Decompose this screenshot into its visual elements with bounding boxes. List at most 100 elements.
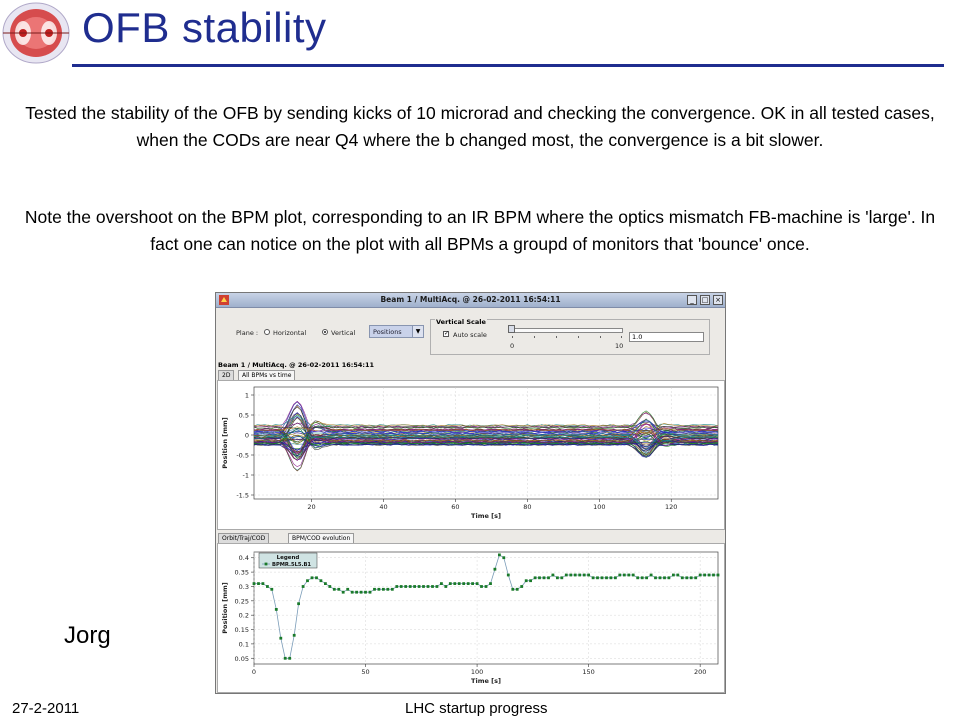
multiacq-window: Beam 1 / MultiAcq. @ 26-02-2011 16:54:11… — [215, 292, 726, 694]
bpm-trace — [254, 425, 718, 436]
bpm-trace — [254, 430, 718, 461]
data-point — [466, 582, 470, 585]
x-tick-label: 0 — [252, 668, 256, 676]
all-bpms-plot-panel: 1 0.5 0 -0.5 -1 -1.5 20 40 60 80 100 120 Time [s] Pos… — [217, 380, 725, 530]
data-point — [587, 573, 590, 577]
data-point — [547, 576, 550, 580]
data-point — [573, 573, 577, 577]
y-tick-label: -1.5 — [236, 492, 249, 500]
data-point — [542, 576, 546, 580]
tab-2d[interactable]: 2D — [218, 370, 235, 380]
data-point — [556, 576, 559, 580]
data-point — [645, 576, 648, 580]
data-point — [640, 576, 644, 580]
bpm-evolution-plot-panel: 0.4 0.35 0.3 0.25 0.2 0.15 0.1 0.05 0 50 100 150 200… — [217, 543, 725, 693]
scale-slider-thumb[interactable] — [508, 325, 515, 333]
data-point — [636, 576, 640, 580]
vertical-radio-label[interactable]: Vertical — [331, 329, 356, 337]
data-point — [364, 590, 367, 594]
data-point — [582, 573, 586, 577]
data-point — [489, 582, 492, 585]
data-point — [283, 656, 287, 660]
data-point — [395, 585, 399, 588]
x-axis-label: Time [s] — [471, 677, 501, 685]
x-tick-label: 80 — [523, 503, 531, 511]
data-point — [373, 587, 376, 591]
data-point — [444, 585, 448, 588]
data-point — [355, 590, 358, 594]
x-tick-label: 20 — [307, 503, 315, 511]
tab-bpm-cod-evolution[interactable]: BPM/COD evolution — [288, 533, 355, 543]
data-point — [578, 573, 582, 577]
all-bpms-chart: 1 0.5 0 -0.5 -1 -1.5 20 40 60 80 100 120 Time [s] Pos… — [221, 386, 719, 520]
data-point — [484, 585, 488, 588]
bpm-trace — [254, 437, 718, 472]
bpm-traces — [254, 400, 718, 472]
data-point — [569, 573, 573, 577]
chevron-down-icon[interactable]: ▼ — [412, 326, 423, 337]
data-point — [301, 585, 305, 588]
x-tick-label: 100 — [471, 668, 483, 676]
y-tick-label: 0.05 — [235, 655, 249, 663]
data-point — [529, 579, 532, 583]
footer-title: LHC startup progress — [405, 700, 548, 717]
window-title: Beam 1 / MultiAcq. @ 26-02-2011 16:54:11 — [380, 295, 561, 304]
horizontal-radio-label[interactable]: Horizontal — [273, 329, 307, 337]
data-point — [498, 553, 501, 557]
acquisition-subtitle: Beam 1 / MultiAcq. @ 26-02-2011 16:54:11 — [218, 361, 375, 369]
tab-all-bpms-vs-time[interactable]: All BPMs vs time — [238, 370, 296, 380]
bpm-trace — [254, 418, 718, 453]
bpm-trace — [254, 426, 718, 442]
data-point — [346, 587, 350, 591]
data-point — [297, 602, 300, 606]
x-tick-label: 60 — [451, 503, 459, 511]
data-point — [676, 573, 680, 577]
y-axis-label: Position [mm] — [221, 417, 229, 469]
data-point — [257, 582, 260, 585]
data-point — [310, 576, 314, 580]
slide-title: OFB stability — [82, 4, 327, 51]
data-point — [319, 579, 323, 583]
data-point — [596, 576, 599, 580]
auto-scale-checkbox[interactable]: ✓ — [443, 330, 450, 337]
scale-value-field[interactable]: 1.0 — [629, 332, 704, 342]
x-tick-label: 150 — [582, 668, 594, 676]
data-point — [538, 576, 541, 580]
vertical-scale-title: Vertical Scale — [435, 318, 487, 326]
window-titlebar[interactable]: Beam 1 / MultiAcq. @ 26-02-2011 16:54:11… — [216, 293, 725, 308]
data-point — [707, 573, 711, 577]
data-point — [564, 573, 568, 577]
data-point — [667, 576, 671, 580]
data-point — [440, 582, 443, 585]
horizontal-radio[interactable] — [264, 329, 270, 335]
x-tick-label: 120 — [665, 503, 677, 511]
data-point — [377, 587, 381, 591]
data-point — [471, 582, 474, 585]
data-point — [654, 576, 657, 580]
tab-orbit-traj-cod[interactable]: Orbit/Traj/COD — [218, 533, 270, 543]
close-button[interactable]: × — [713, 295, 723, 305]
description-paragraph-1: Tested the stability of the OFB by sendi… — [25, 103, 935, 150]
y-tick-label: 0.25 — [235, 597, 249, 605]
maximize-button[interactable]: □ — [700, 295, 710, 305]
description-paragraph-2: Note the overshoot on the BPM plot, corr… — [24, 207, 936, 254]
vertical-radio[interactable] — [322, 329, 328, 335]
legend-title: Legend — [277, 555, 300, 561]
data-point — [399, 585, 403, 588]
y-tick-label: 1 — [245, 392, 249, 400]
data-point — [609, 576, 613, 580]
scale-slider-track[interactable] — [511, 328, 623, 333]
data-point — [689, 576, 693, 580]
data-point — [390, 587, 394, 591]
minimize-button[interactable]: _ — [687, 295, 697, 305]
y-tick-label: 0.3 — [239, 583, 249, 591]
data-point — [453, 582, 457, 585]
data-point — [627, 573, 631, 577]
data-point — [252, 582, 256, 585]
mode-select[interactable]: Positions ▼ — [369, 325, 424, 338]
data-point — [698, 573, 702, 577]
data-point — [422, 585, 425, 588]
data-point — [435, 585, 439, 588]
bpm-trace — [254, 422, 718, 452]
